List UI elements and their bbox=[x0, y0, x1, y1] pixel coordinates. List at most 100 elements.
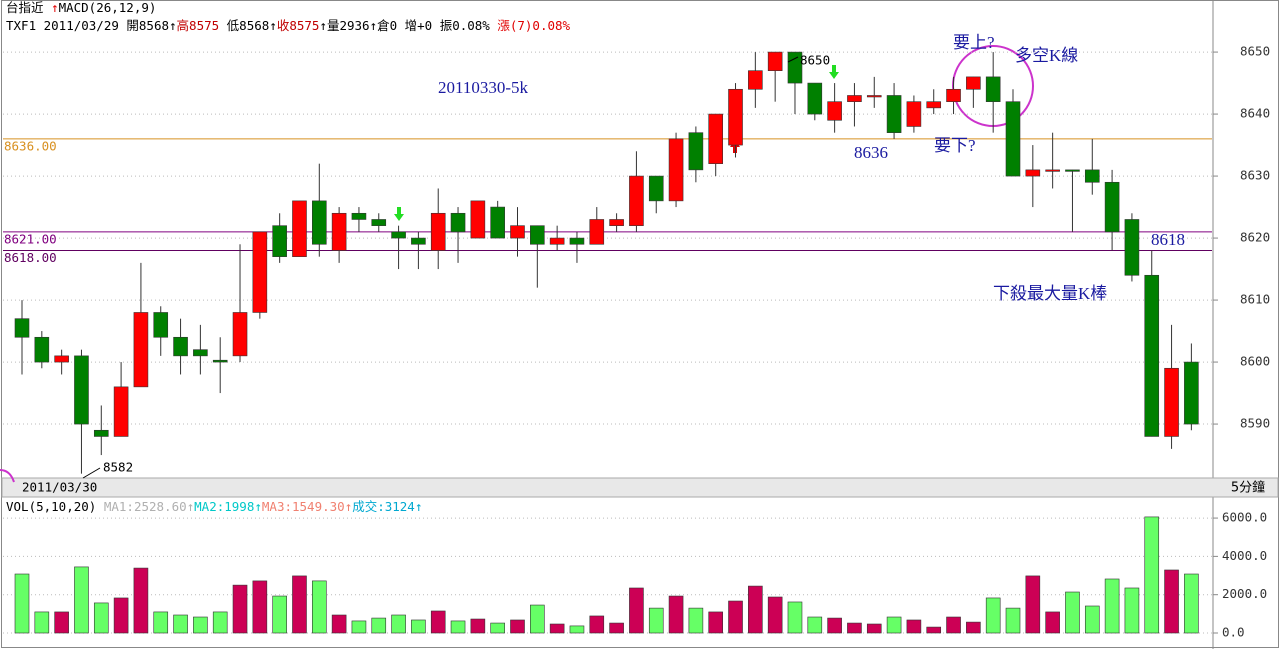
candle-body bbox=[728, 88, 743, 146]
candle-body bbox=[173, 336, 188, 357]
candle-body bbox=[391, 231, 406, 239]
candle-body bbox=[748, 70, 763, 90]
candle-body bbox=[1124, 219, 1140, 276]
text-segment: 低8568↑ bbox=[219, 18, 277, 33]
y-tick-label: 8630 bbox=[1240, 168, 1270, 183]
volume-bar bbox=[1045, 611, 1060, 634]
reference-label: 8636.00 bbox=[4, 138, 57, 153]
volume-bar bbox=[1084, 605, 1100, 634]
volume-bar bbox=[589, 615, 605, 634]
candle-body bbox=[331, 212, 347, 251]
volume-bar bbox=[292, 575, 307, 634]
volume-bar bbox=[549, 623, 565, 634]
volume-bar bbox=[331, 614, 347, 634]
candle-body bbox=[34, 336, 50, 363]
volume-bar bbox=[708, 611, 724, 634]
candle-body bbox=[629, 175, 644, 226]
volume-bar bbox=[411, 619, 426, 634]
volume-bar bbox=[153, 611, 169, 634]
candle-body bbox=[1104, 181, 1120, 233]
volume-bar bbox=[311, 580, 327, 634]
annotation: 20110330-5k bbox=[438, 78, 529, 97]
volume-bar bbox=[1164, 569, 1179, 634]
candle-body bbox=[93, 429, 109, 437]
annotation: 要下? bbox=[934, 136, 976, 155]
candle-body bbox=[966, 76, 981, 90]
volume-bar bbox=[232, 584, 248, 634]
annotation: 要上? bbox=[953, 33, 995, 52]
volume-bar bbox=[93, 602, 109, 634]
candle-body bbox=[827, 101, 842, 121]
candle-body bbox=[74, 355, 89, 425]
signal-arrow bbox=[829, 65, 839, 79]
signal-arrow bbox=[730, 140, 740, 153]
candle-body bbox=[866, 95, 882, 98]
candle-body bbox=[1084, 169, 1100, 183]
reference-label: 8618.00 bbox=[4, 250, 57, 265]
text-segment: MA2:1998↑ bbox=[194, 499, 262, 514]
volume-bar bbox=[886, 616, 902, 634]
volume-bar bbox=[490, 622, 505, 634]
volume-bar bbox=[629, 587, 644, 634]
candle-body bbox=[54, 355, 69, 363]
volume-bar bbox=[34, 611, 50, 634]
candle-body bbox=[886, 95, 902, 133]
text-segment: TXF1 2011/03/29 開8568↑ bbox=[6, 18, 177, 33]
candle-body bbox=[351, 212, 367, 220]
edge-mark bbox=[0, 469, 15, 483]
text-segment: 收8575 bbox=[277, 18, 320, 33]
x-strip bbox=[1, 477, 1279, 498]
reference-label: 8621.00 bbox=[4, 231, 57, 246]
volume-bar bbox=[847, 622, 862, 634]
candle-body bbox=[906, 101, 922, 127]
candle-body bbox=[133, 312, 149, 388]
candle-body bbox=[847, 95, 862, 102]
text-segment: 台指近 bbox=[6, 0, 51, 15]
text-segment: ↑量2936↑倉0 增+0 振0.08% bbox=[319, 18, 497, 33]
volume-bar bbox=[1184, 573, 1199, 634]
volume-legend: VOL(5,10,20) MA1:2528.60↑MA2:1998↑MA3:15… bbox=[6, 499, 422, 514]
text-segment: MACD(26,12,9) bbox=[59, 0, 157, 15]
text-segment: 成交:3124↑ bbox=[352, 499, 422, 514]
annotation: 8636 bbox=[854, 143, 888, 162]
volume-bar bbox=[1025, 575, 1041, 634]
volume-bar bbox=[906, 619, 922, 634]
y-tick-label: 6000.0 bbox=[1222, 510, 1267, 525]
candle-body bbox=[411, 237, 426, 245]
candle-body bbox=[510, 225, 525, 239]
volume-bar bbox=[430, 610, 446, 634]
annotation: 8650 bbox=[800, 53, 830, 68]
candle-body bbox=[1144, 274, 1160, 437]
annotation: 下殺最大量K棒 bbox=[993, 284, 1107, 303]
candle-body bbox=[272, 225, 287, 257]
volume-bar bbox=[787, 601, 803, 634]
volume-bar bbox=[668, 595, 684, 634]
candle-body bbox=[708, 113, 724, 164]
volume-bar bbox=[391, 614, 406, 634]
header-line-1: 台指近 ↑MACD(26,12,9) bbox=[6, 0, 156, 15]
y-tick-label: 0.0 bbox=[1222, 625, 1245, 640]
candle-body bbox=[985, 76, 1001, 102]
volume-bar bbox=[985, 597, 1001, 634]
text-segment: MA3:1549.30↑ bbox=[262, 499, 352, 514]
header-line-2: TXF1 2011/03/29 開8568↑高8575 低8568↑收8575↑… bbox=[6, 18, 571, 33]
annotation-leader bbox=[82, 467, 101, 479]
candle-body bbox=[609, 219, 624, 226]
volume-bar bbox=[1124, 587, 1140, 634]
volume-bar bbox=[530, 604, 545, 634]
candle-body bbox=[232, 312, 248, 357]
candle-body bbox=[668, 138, 684, 202]
volume-bar bbox=[173, 614, 188, 634]
candle-body bbox=[1184, 361, 1199, 425]
candle-body bbox=[530, 225, 545, 245]
volume-bar bbox=[1144, 516, 1160, 634]
candle-body bbox=[193, 349, 208, 357]
candle-body bbox=[926, 101, 942, 109]
volume-bar bbox=[688, 607, 704, 634]
volume-bar bbox=[807, 616, 823, 634]
volume-bar bbox=[569, 625, 585, 634]
candle-body bbox=[1025, 169, 1041, 177]
candle-body bbox=[688, 132, 704, 171]
